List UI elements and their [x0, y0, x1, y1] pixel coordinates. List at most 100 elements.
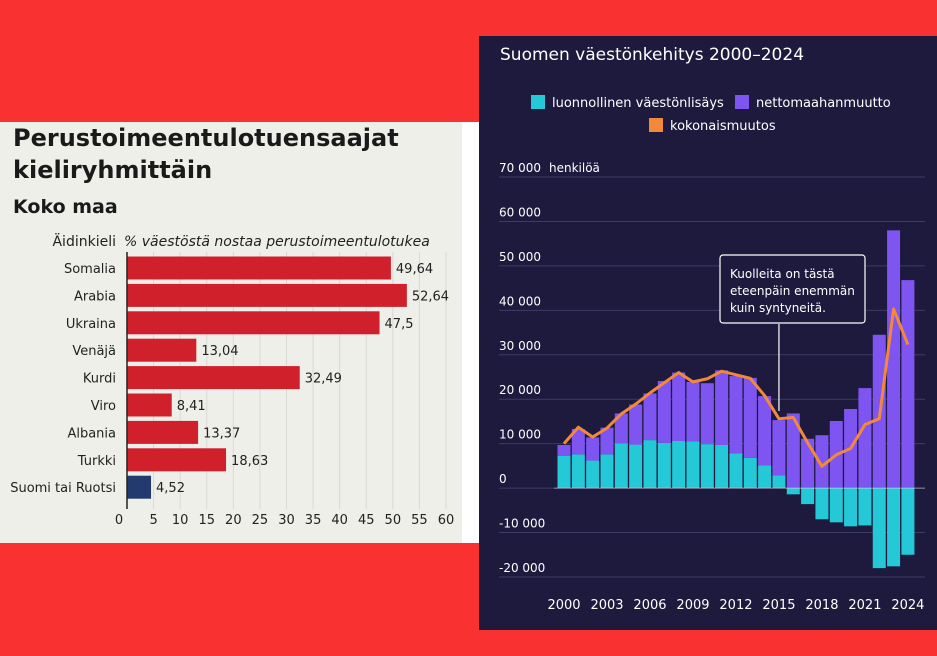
category-header: Äidinkieli	[52, 232, 116, 250]
right-combo-chart: Suomen väestönkehitys 2000–2024 luonnoll…	[499, 45, 925, 613]
net-migration-bar	[786, 413, 800, 489]
natural-increase-bar	[829, 488, 843, 523]
left-value-label: 49,64	[396, 262, 433, 277]
net-migration-bar	[629, 404, 643, 445]
natural-increase-bar	[844, 488, 858, 527]
natural-increase-bar	[858, 488, 872, 526]
left-x-tick-label: 15	[198, 513, 215, 528]
left-category-label: Somalia	[64, 262, 116, 277]
left-category-label: Arabia	[74, 289, 116, 304]
net-migration-bar	[700, 383, 714, 445]
right-x-tick-label: 2009	[676, 598, 709, 613]
legend: luonnollinen väestönlisäys nettomaahanmu…	[531, 95, 891, 134]
left-x-tick-label: 60	[438, 513, 455, 528]
right-y-tick-label: 10 000	[499, 428, 541, 442]
natural-increase-bar	[887, 488, 901, 567]
left-value-label: 47,5	[385, 317, 414, 332]
natural-increase-bar	[643, 440, 657, 489]
left-x-tick-label: 55	[411, 513, 428, 528]
right-x-tick-label: 2021	[848, 598, 881, 613]
legend-label-natural: luonnollinen väestönlisäys	[552, 96, 724, 111]
left-x-tick-label: 0	[115, 513, 123, 528]
right-y-tick-label: 60 000	[499, 205, 541, 219]
left-x-tick-label: 25	[252, 513, 269, 528]
right-x-tick-label: 2000	[547, 598, 580, 613]
left-category-label: Kurdi	[83, 372, 116, 387]
net-migration-bar	[557, 445, 571, 456]
legend-label-total: kokonaismuutos	[670, 119, 776, 134]
right-x-tick-label: 2012	[719, 598, 752, 613]
right-x-tick-label: 2006	[633, 598, 666, 613]
net-migration-bar	[758, 396, 772, 466]
y-axis-unit-label: henkilöä	[549, 161, 600, 175]
net-migration-bar	[643, 393, 657, 441]
net-migration-bar	[571, 429, 585, 455]
left-category-label: Turkki	[77, 454, 116, 469]
natural-increase-bar	[686, 441, 700, 489]
net-migration-bar	[887, 230, 901, 489]
right-x-tick-label: 2024	[891, 598, 924, 613]
natural-increase-bar	[772, 475, 786, 489]
natural-increase-bar	[729, 453, 743, 489]
left-bar	[127, 338, 197, 362]
natural-increase-bar	[901, 488, 915, 555]
right-x-tick-label: 2015	[762, 598, 795, 613]
annotation-box-bg	[719, 254, 866, 324]
net-migration-bar	[614, 413, 628, 444]
left-bar	[127, 311, 380, 335]
natural-increase-bar	[758, 465, 772, 489]
natural-increase-bar	[600, 454, 614, 489]
left-value-label: 32,49	[305, 372, 342, 387]
left-x-tick-label: 5	[149, 513, 157, 528]
value-header: % väestöstä nostaa perustoimeentulotukea	[124, 234, 430, 250]
natural-increase-bar	[815, 488, 829, 520]
natural-increase-bar	[571, 454, 585, 489]
right-y-tick-label: 40 000	[499, 294, 541, 308]
left-bar	[127, 256, 391, 280]
left-value-label: 52,64	[412, 289, 449, 304]
left-x-tick-label: 40	[331, 513, 348, 528]
right-y-tick-label: 20 000	[499, 383, 541, 397]
left-bar-chart: Äidinkieli % väestöstä nostaa perustoime…	[10, 232, 455, 528]
left-category-label: Venäjä	[72, 344, 116, 359]
natural-increase-bar	[614, 443, 628, 489]
left-value-label: 18,63	[231, 454, 268, 469]
left-bar	[127, 283, 407, 307]
left-x-tick-label: 30	[278, 513, 295, 528]
left-value-label: 13,37	[203, 426, 240, 441]
natural-increase-bar	[700, 444, 714, 489]
legend-label-migration: nettomaahanmuutto	[756, 96, 891, 111]
net-migration-bar	[815, 435, 829, 489]
net-migration-bar	[729, 376, 743, 454]
legend-swatch-natural	[531, 95, 545, 109]
net-migration-bar	[672, 372, 686, 441]
natural-increase-bar	[872, 488, 886, 569]
left-value-label: 4,52	[156, 481, 185, 496]
right-x-tick-label: 2018	[805, 598, 838, 613]
natural-increase-bar	[657, 442, 671, 489]
net-migration-bar	[743, 377, 757, 458]
right-y-tick-label: 70 000	[499, 161, 541, 175]
right-chart-title: Suomen väestönkehitys 2000–2024	[500, 45, 804, 65]
left-category-label: Albania	[67, 426, 116, 441]
right-x-tick-label: 2003	[590, 598, 623, 613]
left-bar	[127, 475, 152, 499]
natural-increase-bar	[557, 455, 571, 489]
left-value-label: 8,41	[177, 399, 206, 414]
legend-swatch-total	[649, 118, 663, 132]
annotation-text: Kuolleita on tästä eteenpäin enemmän kuin …	[730, 267, 855, 315]
net-migration-bar	[586, 437, 600, 461]
net-migration-bar	[772, 420, 786, 476]
total-change-line	[562, 307, 910, 468]
left-chart-panel: Perustoimeentulotuensaajat kieliryhmittä…	[0, 122, 462, 543]
right-y-tick-label: 0	[499, 472, 507, 486]
net-migration-bar	[715, 370, 729, 445]
left-chart-subtitle: Koko maa	[13, 196, 118, 218]
left-bar	[127, 366, 300, 390]
right-y-tick-label: 30 000	[499, 339, 541, 353]
left-category-label: Suomi tai Ruotsi	[10, 481, 116, 496]
left-value-label: 13,04	[201, 344, 238, 359]
natural-increase-bar	[672, 441, 686, 489]
left-x-tick-label: 45	[358, 513, 375, 528]
left-x-tick-label: 50	[385, 513, 402, 528]
